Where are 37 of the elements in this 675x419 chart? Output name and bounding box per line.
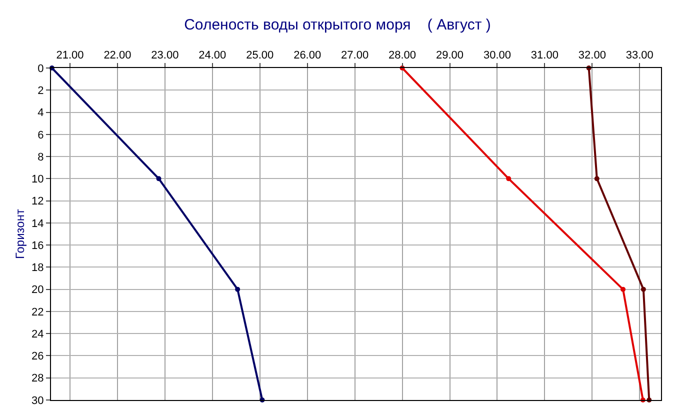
x-tick-label: 27.00	[341, 50, 369, 62]
point	[594, 176, 600, 182]
x-tick-label: 33.00	[626, 50, 654, 62]
y-tick-label: 6	[38, 129, 44, 142]
x-tick-label: 25.00	[246, 50, 274, 62]
x-tick-label: 31.00	[530, 50, 558, 62]
y-axis-title: Горизонт	[12, 208, 27, 259]
x-tick-label: 26.00	[294, 50, 322, 62]
y-tick-label: 24	[32, 328, 44, 340]
x-tick-label: 29.00	[436, 50, 464, 62]
x-tick-label: 28.00	[388, 50, 416, 62]
y-tick-label: 2	[38, 84, 44, 97]
x-tick-label: 21.00	[56, 50, 84, 62]
y-tick-label: 28	[32, 372, 44, 385]
y-tick-label: 26	[32, 350, 44, 363]
y-tick-label: 20	[32, 284, 44, 296]
x-tick-label: 32.00	[578, 50, 606, 62]
y-tick-label: 16	[32, 240, 44, 252]
y-tick-label: 22	[32, 306, 44, 318]
x-tick-label: 24.00	[198, 50, 226, 62]
y-tick-label: 8	[38, 151, 44, 164]
y-tick-label: 10	[32, 174, 44, 186]
y-tick-label: 12	[32, 196, 44, 208]
point	[156, 176, 162, 182]
y-tick-label: 30	[32, 394, 44, 407]
x-tick-label: 23.00	[151, 50, 179, 62]
point	[620, 286, 626, 292]
y-tick-label: 0	[38, 62, 44, 75]
point	[506, 176, 512, 182]
x-tick-label: 22.00	[104, 50, 132, 62]
point	[640, 286, 646, 292]
point	[235, 286, 240, 292]
chart-title: Соленость воды открытого моря ( Август )	[184, 16, 491, 34]
y-tick-label: 14	[32, 218, 44, 230]
y-tick-label: 18	[32, 262, 44, 274]
y-tick-label: 4	[38, 107, 44, 120]
x-tick-label: 30.00	[483, 50, 511, 62]
